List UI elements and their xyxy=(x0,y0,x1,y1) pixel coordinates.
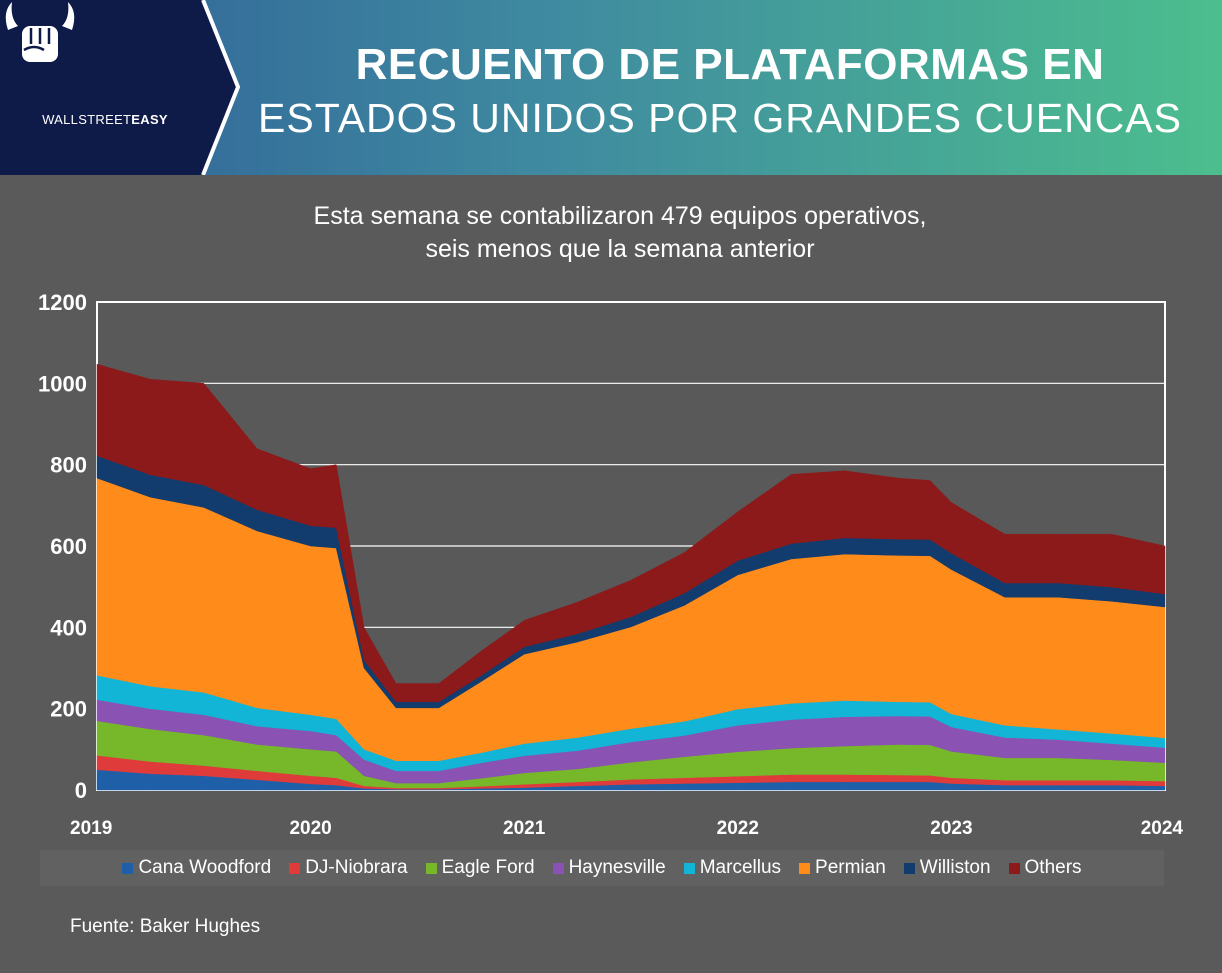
legend-swatch-eagle-ford xyxy=(425,862,437,874)
chart-subtitle: Esta semana se contabilizaron 479 equipo… xyxy=(170,200,1070,266)
legend-label-others: Others xyxy=(1024,857,1082,878)
legend-item-haynesville: Haynesville xyxy=(552,857,666,879)
source-note: Fuente: Baker Hughes xyxy=(70,916,261,937)
area-others xyxy=(96,363,1166,703)
legend-label-dj-niobrara: DJ-Niobrara xyxy=(305,857,408,878)
x-tick-label-2020: 2020 xyxy=(289,818,331,839)
legend-item-permian: Permian xyxy=(799,857,886,879)
subtitle-line2: seis menos que la semana anterior xyxy=(425,235,815,263)
bull-fist-logo-icon xyxy=(5,2,75,62)
header-banner: WALLSTREETEASY RECUENTO DE PLATAFORMAS E… xyxy=(0,0,1222,175)
legend-item-cana-woodford: Cana Woodford xyxy=(122,857,271,879)
legend-label-williston: Williston xyxy=(919,857,991,878)
legend-swatch-marcellus xyxy=(683,862,695,874)
legend-swatch-haynesville xyxy=(552,862,564,874)
y-tick-label-1000: 1000 xyxy=(38,371,87,396)
y-tick-label-200: 200 xyxy=(50,697,87,722)
legend-label-permian: Permian xyxy=(815,857,886,878)
legend-item-williston: Williston xyxy=(903,857,991,879)
legend-item-dj-niobrara: DJ-Niobrara xyxy=(289,857,408,879)
legend-item-eagle-ford: Eagle Ford xyxy=(425,857,535,879)
legend-swatch-williston xyxy=(903,862,915,874)
logo-panel: WALLSTREETEASY xyxy=(0,0,240,175)
legend-label-haynesville: Haynesville xyxy=(568,857,666,878)
stacked-area-chart: 0 200 400 600 800 1000 1200 2019 2020 2021 2022 202… xyxy=(38,290,1184,839)
x-tick-label-2024: 2024 xyxy=(1141,818,1184,839)
legend-item-marcellus: Marcellus xyxy=(683,857,782,879)
legend-item-others: Others xyxy=(1008,857,1082,879)
subtitle-line1: Esta semana se contabilizaron 479 equipo… xyxy=(313,202,927,230)
x-tick-label-2022: 2022 xyxy=(717,818,759,839)
y-tick-label-600: 600 xyxy=(50,534,87,559)
legend-swatch-others xyxy=(1008,862,1020,874)
legend-label-cana-woodford: Cana Woodford xyxy=(138,857,272,878)
x-tick-label-2021: 2021 xyxy=(503,818,546,839)
page-title-line1: RECUENTO DE PLATAFORMAS EN xyxy=(355,40,1105,89)
y-tick-label-800: 800 xyxy=(50,453,87,478)
legend-swatch-permian xyxy=(799,862,811,874)
logo-panel-background xyxy=(0,0,240,175)
y-tick-label-400: 400 xyxy=(50,615,87,640)
x-tick-label-2019: 2019 xyxy=(70,818,112,839)
x-tick-label-2023: 2023 xyxy=(930,818,972,839)
legend-label-eagle-ford: Eagle Ford xyxy=(441,857,535,878)
brand-name: WALLSTREETEASY xyxy=(42,112,168,127)
legend-swatch-dj-niobrara xyxy=(289,862,301,874)
y-tick-label-1200: 1200 xyxy=(38,290,87,315)
y-tick-label-0: 0 xyxy=(75,778,87,803)
page-title-line2: ESTADOS UNIDOS POR GRANDES CUENCAS xyxy=(258,95,1182,141)
legend-label-marcellus: Marcellus xyxy=(699,857,782,878)
chart-legend: Cana Woodford DJ-Niobrara Eagle Ford Haynes… xyxy=(40,850,1164,886)
legend-swatch-cana-woodford xyxy=(122,862,134,874)
